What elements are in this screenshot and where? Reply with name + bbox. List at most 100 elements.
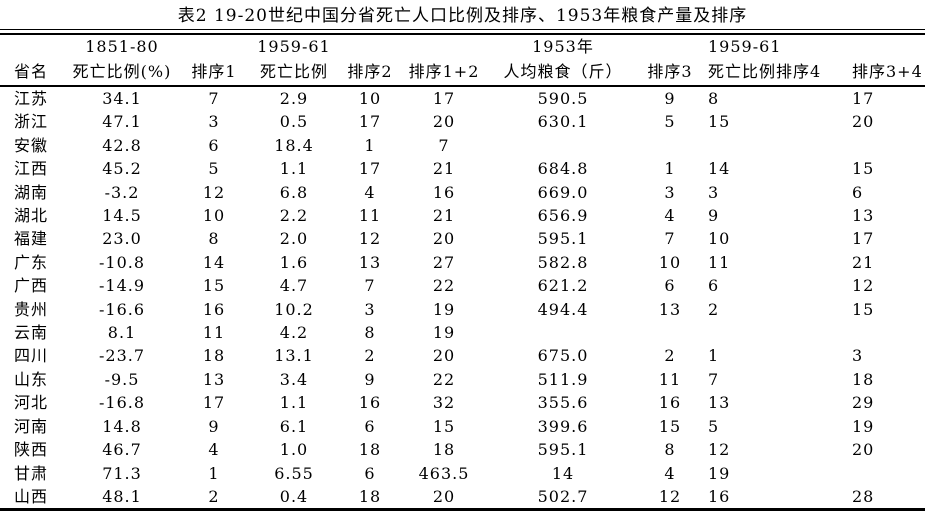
cell-value: 2.0	[279, 229, 309, 249]
table-row: 江西 45.2 5 1.1 17 21 684.8 1 14 15	[0, 157, 925, 180]
table-row: 福建 23.0 8 2.0 12 20 595.1 7 10 17	[0, 227, 925, 250]
cell-value: 14.8	[102, 416, 142, 436]
cell-value	[640, 134, 700, 157]
cell-value: 6	[708, 276, 720, 296]
cell-value: 2.9	[279, 89, 309, 108]
table-row: 四川 -23.7 18 13.1 2 20 675.0 2 1 3	[0, 344, 925, 367]
cell-value: 29	[852, 393, 875, 413]
table-row: 贵州 -16.6 16 10.2 3 19 494.4 13 2 15	[0, 298, 925, 321]
cell-value: 18.4	[274, 135, 314, 155]
cell-value: 19	[708, 463, 731, 483]
table-row: 湖北 14.5 10 2.2 11 21 656.9 4 9 13	[0, 204, 925, 227]
cell-value: 11	[658, 369, 682, 389]
cell-value: 15	[202, 276, 226, 296]
cell-value: 22	[432, 369, 456, 389]
cell-value	[700, 321, 848, 344]
cell-value: 14.5	[102, 206, 142, 226]
cell-value: 7	[364, 276, 376, 296]
cell-value: 17	[358, 112, 382, 132]
cell-value: 18	[432, 440, 456, 460]
cell-value: 1.1	[279, 159, 309, 179]
cell-value: 19	[432, 323, 456, 343]
cell-value: 6.55	[274, 463, 314, 483]
cell-value: 18	[358, 440, 382, 460]
table-row: 河南 14.8 9 6.1 6 15 399.6 15 5 19	[0, 415, 925, 438]
cell-province: 河北	[14, 393, 49, 413]
cell-value: 675.0	[537, 346, 589, 366]
cell-province: 福建	[14, 229, 49, 249]
cell-value: 8	[364, 323, 376, 343]
cell-value: 14	[551, 463, 575, 483]
cell-value: 16	[432, 182, 456, 202]
cell-value: 16	[658, 393, 682, 413]
cell-value: 18	[202, 346, 226, 366]
cell-value: 6	[364, 416, 376, 436]
cell-value: 18	[358, 486, 382, 506]
cell-value: 13.1	[274, 346, 314, 366]
cell-value: 4	[664, 206, 676, 226]
cell-value: 0.4	[279, 486, 309, 506]
cell-value: -16.8	[98, 393, 146, 413]
cell-value: 2	[664, 346, 676, 366]
cell-value: 3	[208, 112, 220, 132]
cell-value: 46.7	[102, 440, 142, 460]
cell-province: 山东	[14, 369, 49, 389]
cell-value: 669.0	[537, 182, 589, 202]
cell-value: 20	[432, 486, 456, 506]
cell-value: 6.1	[279, 416, 309, 436]
cell-value: 3	[708, 182, 720, 202]
cell-value: 13	[708, 393, 731, 413]
cell-value: 1	[664, 159, 676, 179]
cell-value: 8.1	[107, 323, 137, 343]
cell-value: 17	[852, 89, 875, 108]
cell-value: 4.2	[279, 323, 309, 343]
cell-value: 71.3	[102, 463, 142, 483]
table-body: 江苏 34.1 7 2.9 10 17 590.5 9 8 17 浙江 47.1 3 0.5 17 20 630…	[0, 86, 925, 508]
cell-value: 14	[202, 252, 226, 272]
cell-value: 15	[852, 299, 875, 319]
cell-value: 1	[708, 346, 720, 366]
cell-value: 9	[364, 369, 376, 389]
table-row: 广西 -14.9 15 4.7 7 22 621.2 6 6 12	[0, 274, 925, 297]
cell-value: 595.1	[537, 440, 589, 460]
cell-value: -16.6	[98, 299, 146, 319]
cell-value: 21	[852, 252, 875, 272]
cell-value: 2	[708, 299, 720, 319]
cell-value	[848, 462, 925, 485]
cell-value: 1	[364, 135, 376, 155]
group-header-cell: 1953年	[532, 37, 594, 56]
cell-value: 13	[852, 206, 875, 226]
cell-province: 江西	[14, 159, 49, 179]
cell-value: 4	[664, 463, 676, 483]
cell-province: 浙江	[14, 112, 49, 132]
cell-value: 12	[202, 182, 226, 202]
cell-value: 621.2	[537, 276, 589, 296]
cell-province: 安徽	[14, 135, 49, 155]
cell-value: 399.6	[537, 416, 589, 436]
cell-value: 7	[664, 229, 676, 249]
cell-value: 34.1	[102, 89, 142, 108]
cell-province: 湖北	[14, 206, 49, 226]
cell-value: 12	[658, 486, 682, 506]
column-header: 省名	[0, 59, 66, 87]
cell-value: 355.6	[537, 393, 589, 413]
column-header: 排序1+2	[402, 59, 486, 87]
data-table: 1851-80 1959-61 1953年 1959-61 省名 死亡比例(%) 排序1 死…	[0, 35, 925, 508]
cell-province: 河南	[14, 416, 49, 436]
cell-province: 湖南	[14, 182, 49, 202]
group-header-cell	[640, 35, 700, 59]
cell-value: -3.2	[104, 182, 140, 202]
group-header-cell	[848, 35, 925, 59]
table-row: 安徽 42.8 6 18.4 1 7	[0, 134, 925, 157]
cell-value: 3	[364, 299, 376, 319]
group-header-cell	[338, 35, 402, 59]
cell-value: 10	[358, 89, 382, 108]
cell-value: 7	[438, 135, 450, 155]
cell-value: 9	[708, 206, 720, 226]
cell-value: 12	[852, 276, 875, 296]
cell-value: 21	[432, 206, 456, 226]
group-header-cell: 1959-61	[708, 37, 782, 56]
header-group-row: 1851-80 1959-61 1953年 1959-61	[0, 35, 925, 59]
cell-value: 10	[202, 206, 226, 226]
